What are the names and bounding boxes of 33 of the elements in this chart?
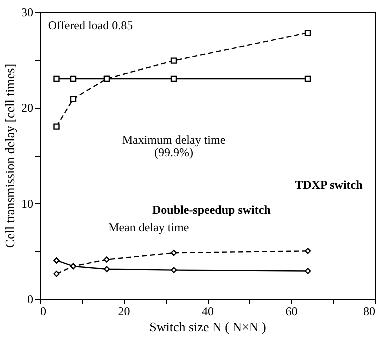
x-tick-label: 80: [364, 304, 376, 318]
x-tick-label: 20: [118, 304, 130, 318]
y-tick-label: 10: [22, 196, 34, 211]
point: [304, 268, 312, 274]
y-tick-label: 0: [28, 292, 34, 306]
annotation: Maximum delay time: [122, 133, 226, 148]
y-tick-label: 30: [22, 6, 34, 20]
point: [304, 248, 312, 254]
point: [170, 267, 178, 274]
annotation: TDXP switch: [295, 178, 364, 192]
y-axis-title: Cell transmission delay [cell times]: [2, 64, 18, 248]
point: [304, 30, 312, 36]
y-tick-label: 20: [22, 101, 34, 116]
point: [54, 124, 60, 130]
point: [54, 271, 60, 278]
point: [70, 96, 77, 102]
x-tick-label: 0: [40, 304, 46, 318]
point: [54, 76, 60, 82]
point: [170, 58, 178, 64]
point: [54, 258, 60, 264]
annotation: Offered load 0.85: [48, 18, 134, 32]
annotation: (99.9%): [154, 146, 194, 160]
x-tick-label: 60: [286, 304, 298, 318]
annotation: Double-speedup switch: [152, 203, 272, 218]
annotation: Mean delay time: [108, 220, 190, 234]
point: [104, 266, 110, 272]
x-tick-label: 40: [202, 304, 214, 318]
x-axis-title: Switch size N ( N×N ): [150, 320, 266, 334]
point: [104, 256, 110, 263]
point: [170, 76, 178, 82]
point: [304, 76, 312, 82]
point: [170, 250, 178, 256]
point: [70, 76, 77, 82]
